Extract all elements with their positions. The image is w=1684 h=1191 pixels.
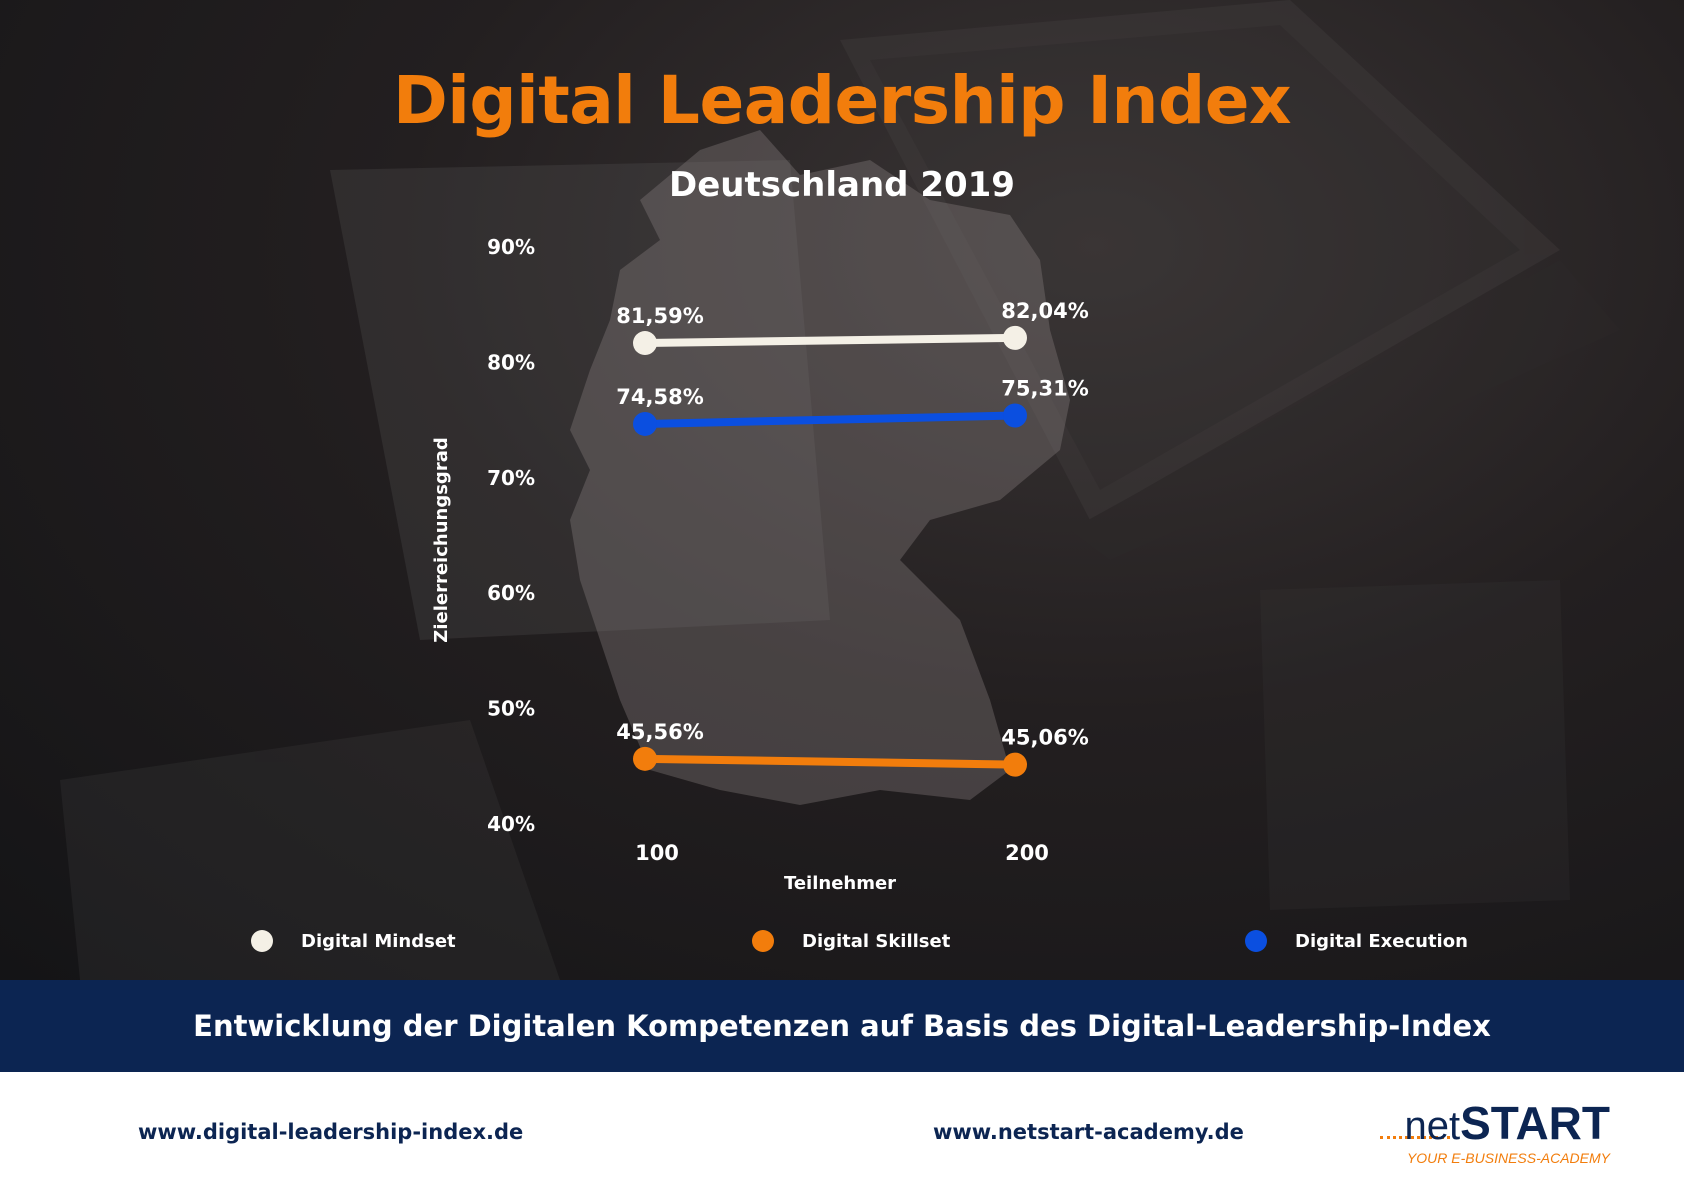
legend-dot-execution	[1245, 930, 1267, 952]
footer-link-dli[interactable]: www.digital-leadership-index.de	[138, 1120, 524, 1144]
logo-tagline: YOUR E-BUSINESS-ACADEMY	[1406, 1150, 1610, 1166]
chart-subtitle: Deutschland 2019	[669, 165, 1015, 205]
document-shape	[60, 160, 1570, 980]
footer-link-netstart[interactable]: www.netstart-academy.de	[933, 1120, 1244, 1144]
legend-dot-mindset	[251, 930, 273, 952]
y-tick-label: 40%	[487, 812, 535, 836]
logo-wordmark: netSTART	[1404, 1100, 1610, 1146]
legend-item-skillset: Digital Skillset	[752, 930, 950, 952]
chart-title: Digital Leadership Index	[392, 62, 1292, 139]
x-tick-label: 100	[635, 841, 679, 865]
logo-net: net	[1404, 1104, 1461, 1148]
data-point	[1003, 403, 1027, 428]
data-label: 45,56%	[616, 720, 703, 744]
data-point	[633, 411, 657, 436]
legend-dot-skillset	[752, 930, 774, 952]
y-tick-label: 60%	[487, 581, 535, 605]
caption-banner: Entwicklung der Digitalen Kompetenzen au…	[0, 980, 1684, 1072]
legend-label-execution: Digital Execution	[1295, 930, 1468, 952]
logo-dots	[1380, 1136, 1450, 1139]
line-chart: 40% 50% 60% 70% 80% 90% 100 200 Teilnehmer Zieler…	[431, 235, 1088, 894]
data-point	[633, 746, 657, 771]
y-tick-label: 70%	[487, 466, 535, 490]
data-label: 75,31%	[1001, 377, 1088, 401]
legend-label-skillset: Digital Skillset	[802, 930, 951, 952]
data-label: 74,58%	[616, 385, 703, 409]
data-label: 45,06%	[1001, 726, 1088, 750]
germany-map-shape	[570, 130, 1070, 805]
x-tick-label: 200	[1005, 841, 1049, 865]
series-line	[641, 333, 1019, 348]
laptop-shape	[840, 0, 1620, 560]
netstart-logo: netSTART YOUR E-BUSINESS-ACADEMY	[1380, 1100, 1610, 1170]
banner-text: Entwicklung der Digitalen Kompetenzen au…	[193, 1009, 1491, 1043]
legend-item-execution: Digital Execution	[1245, 930, 1468, 952]
hero-background: Digital Leadership Index Deutschland 201…	[0, 0, 1684, 980]
data-label: 81,59%	[616, 304, 703, 328]
data-label: 82,04%	[1001, 299, 1088, 323]
series-line	[641, 754, 1019, 769]
logo-start: START	[1460, 1097, 1610, 1149]
background-illustration	[60, 0, 1620, 980]
data-point	[1003, 752, 1027, 777]
y-tick-label: 50%	[487, 697, 535, 721]
data-point	[1003, 325, 1027, 350]
y-tick-label: 80%	[487, 350, 535, 374]
x-axis-title: Teilnehmer	[784, 873, 896, 894]
data-point	[633, 331, 657, 356]
footer: www.digital-leadership-index.de www.nets…	[0, 1072, 1684, 1191]
y-tick-label: 90%	[487, 235, 535, 259]
legend-item-mindset: Digital Mindset	[251, 930, 456, 952]
series-line	[641, 411, 1019, 428]
chart-legend: Digital Mindset Digital Skillset Digital…	[0, 930, 1684, 960]
y-axis-title: Zielerreichungsgrad	[431, 437, 452, 642]
legend-label-mindset: Digital Mindset	[301, 930, 456, 952]
